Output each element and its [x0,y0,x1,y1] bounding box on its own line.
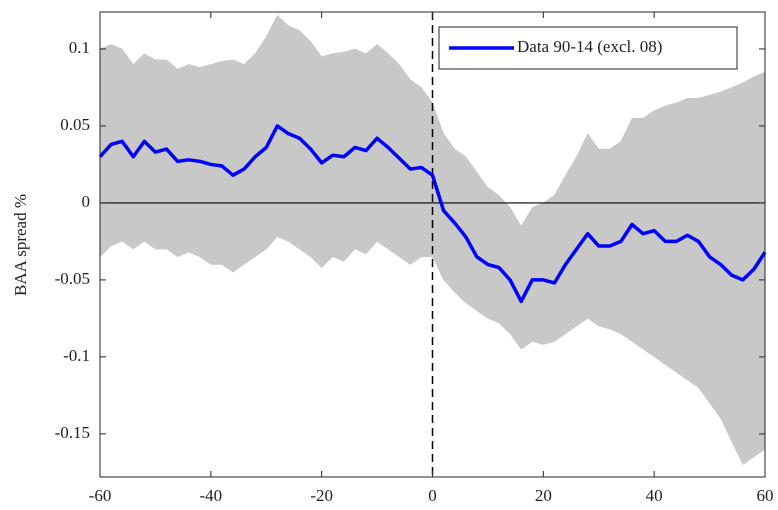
x-tick-label: 60 [757,486,774,505]
x-tick-label: -40 [199,486,222,505]
y-tick-label: -0.15 [55,423,90,442]
y-tick-label: -0.05 [55,269,90,288]
y-axis-label: BAA spread % [11,194,30,296]
y-tick-label: 0 [82,192,91,211]
x-tick-label: -60 [89,486,112,505]
y-tick-label: -0.1 [63,346,90,365]
x-tick-label: 0 [428,486,437,505]
series-line [98,124,767,304]
y-tick-label: 0.05 [60,115,90,134]
x-tick-label: 40 [646,486,663,505]
x-tick-label: 20 [535,486,552,505]
y-tick-label: 0.1 [69,38,90,57]
legend-label: Data 90-14 (excl. 08) [517,37,662,56]
x-tick-label: -20 [310,486,333,505]
